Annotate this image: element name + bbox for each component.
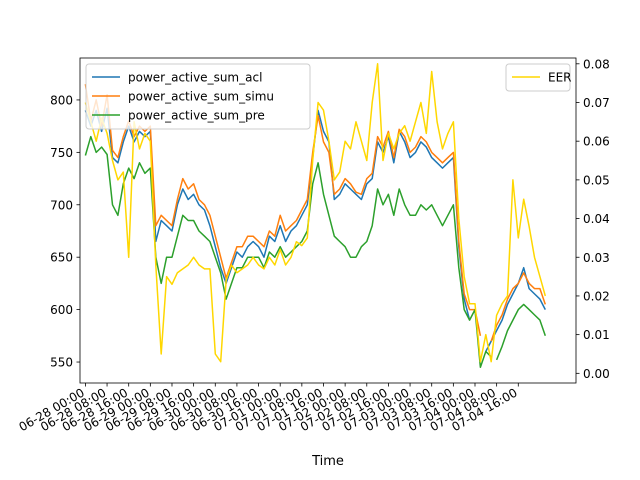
y-right-tick-label: 0.02: [583, 289, 610, 303]
series-line-EER-0: [84, 63, 547, 363]
y-left-tick-label: 550: [50, 356, 73, 370]
legend-label: power_active_sum_pre: [128, 109, 265, 123]
legend-label: power_active_sum_simu: [128, 90, 274, 104]
y-right-tick-label: 0.05: [583, 173, 610, 187]
plot-lines: [84, 63, 547, 369]
legend-left: power_active_sum_acl power_active_sum_sim…: [85, 63, 311, 130]
legend-label: EER: [548, 71, 572, 85]
legend-right: EER: [505, 63, 572, 92]
legend-label: power_active_sum_acl: [128, 71, 262, 85]
y-right-tick-label: 0.00: [583, 367, 610, 381]
y-left-tick-label: 700: [50, 198, 73, 212]
y-left-tick-label: 600: [50, 303, 73, 317]
series-line-power_active_sum_pre-0: [84, 135, 492, 369]
y-axis-right: 0.00 0.01 0.02 0.03 0.04 0.05 0.06 0.07 0.08: [576, 57, 610, 381]
series-line-power_active_sum_pre-1: [495, 303, 547, 361]
y-axis-left: 550 600 650 700 750 800: [50, 93, 80, 370]
series-line-power_active_sum_acl-0: [84, 107, 471, 321]
series-line-power_active_sum_simu-1: [490, 272, 547, 342]
x-axis-label: Time: [311, 454, 344, 469]
series-line-power_active_sum_acl-1: [485, 266, 546, 352]
y-right-tick-label: 0.04: [583, 212, 610, 226]
y-right-tick-label: 0.03: [583, 251, 610, 265]
y-left-tick-label: 650: [50, 251, 73, 265]
plot-frame: [79, 57, 577, 384]
series-line-power_active_sum_simu-0: [84, 84, 482, 336]
y-left-tick-label: 800: [50, 93, 73, 107]
y-left-tick-label: 750: [50, 146, 73, 160]
legend-box: [85, 63, 311, 130]
y-right-tick-label: 0.08: [583, 57, 610, 71]
y-right-tick-label: 0.01: [583, 328, 610, 342]
y-right-tick-label: 0.07: [583, 96, 610, 110]
y-right-tick-label: 0.06: [583, 135, 610, 149]
